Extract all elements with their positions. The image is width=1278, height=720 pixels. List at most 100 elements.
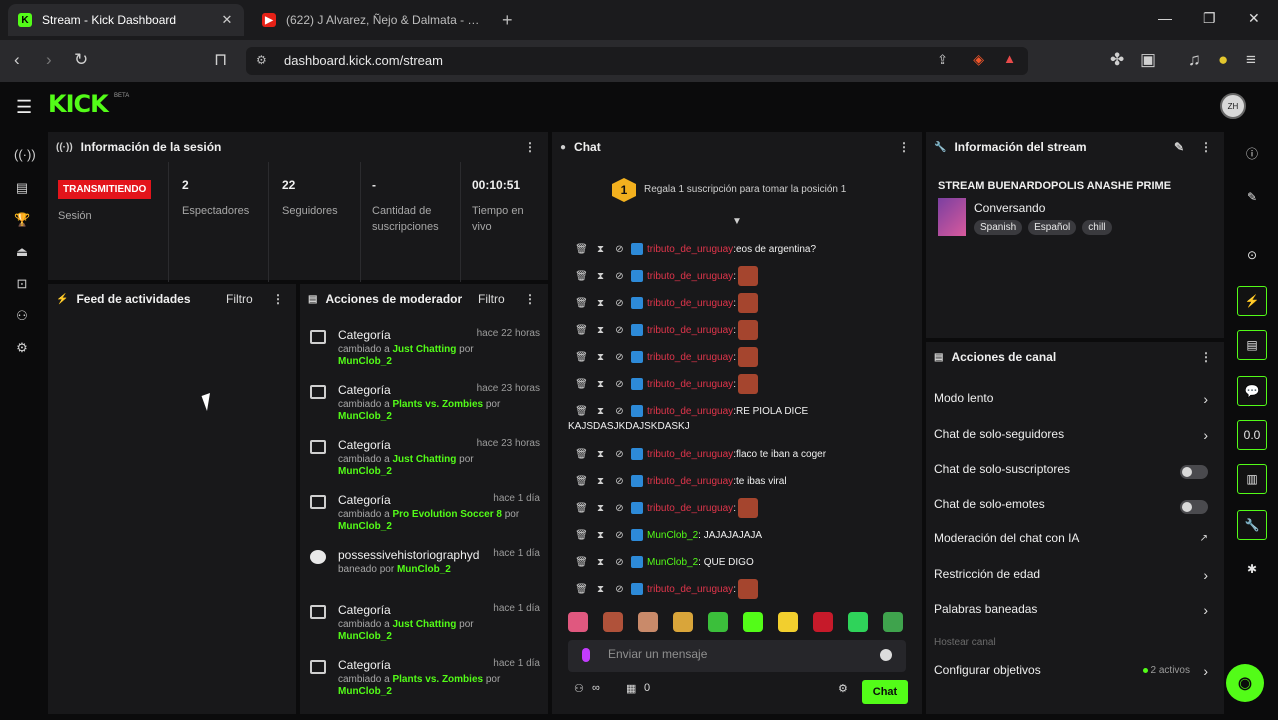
- ban-icon[interactable]: ⊘: [615, 405, 624, 417]
- ban-icon[interactable]: ⊘: [615, 583, 624, 595]
- channel-action-row[interactable]: Chat de solo-suscriptores: [934, 462, 1216, 482]
- chat-username[interactable]: tributo_de_uruguay: [647, 378, 734, 390]
- channel-action-row[interactable]: Chat de solo-seguidores ›: [934, 427, 1216, 447]
- ban-icon[interactable]: ⊘: [615, 529, 624, 541]
- rewards-icon[interactable]: ▲: [1003, 51, 1016, 66]
- pinned-toggle-icon[interactable]: ▼: [732, 216, 742, 227]
- emote[interactable]: [778, 612, 798, 632]
- wallet-icon[interactable]: ●: [1218, 50, 1229, 69]
- more-options-icon[interactable]: ⋮: [524, 140, 536, 154]
- site-info-icon[interactable]: ⚙: [256, 53, 267, 67]
- mod-action-user[interactable]: MunClob_2: [338, 631, 392, 642]
- chat-username[interactable]: tributo_de_uruguay: [647, 475, 734, 487]
- emote[interactable]: [708, 612, 728, 632]
- mod-action-user[interactable]: MunClob_2: [338, 411, 392, 422]
- info-icon[interactable]: ⓘ: [1245, 146, 1258, 161]
- emote[interactable]: [568, 612, 588, 632]
- delete-icon[interactable]: 🗑: [575, 529, 588, 541]
- emote[interactable]: [673, 612, 693, 632]
- brave-shield-icon[interactable]: ◈: [973, 51, 984, 67]
- community-nav-icon[interactable]: ⏏: [15, 244, 29, 259]
- more-options-icon[interactable]: ⋮: [1200, 350, 1212, 364]
- minimize-icon[interactable]: —: [1158, 10, 1172, 26]
- new-tab-icon[interactable]: +: [502, 10, 513, 30]
- delete-icon[interactable]: 🗑: [575, 583, 588, 595]
- timeout-icon[interactable]: ⧗: [596, 556, 605, 568]
- pencil-icon[interactable]: ✎: [1246, 190, 1258, 204]
- delete-icon[interactable]: 🗑: [575, 556, 588, 568]
- sidebar-icon[interactable]: ▣: [1140, 50, 1157, 69]
- timeout-icon[interactable]: ⧗: [596, 502, 605, 514]
- chat-username[interactable]: tributo_de_uruguay: [647, 448, 734, 460]
- delete-icon[interactable]: 🗑: [575, 270, 588, 282]
- timeout-icon[interactable]: ⧗: [596, 378, 605, 390]
- chat-username[interactable]: tributo_de_uruguay: [647, 583, 734, 595]
- ban-icon[interactable]: ⊘: [615, 324, 624, 336]
- chevron-right-icon[interactable]: ›: [1203, 602, 1208, 618]
- close-window-icon[interactable]: ✕: [1248, 10, 1260, 26]
- gift-icon[interactable]: ▦: [626, 683, 637, 695]
- emoji-picker-icon[interactable]: [880, 649, 892, 661]
- document-panel-icon[interactable]: ▤: [1237, 330, 1267, 360]
- chevron-right-icon[interactable]: ›: [1203, 391, 1208, 407]
- session-panel-icon[interactable]: 0.0: [1237, 420, 1267, 450]
- more-options-icon[interactable]: ⋮: [524, 292, 536, 306]
- users-icon[interactable]: ⚇: [574, 683, 584, 695]
- chevron-right-icon[interactable]: ›: [1203, 663, 1208, 679]
- mod-filter-button[interactable]: Filtro: [478, 292, 505, 306]
- mod-action-user[interactable]: MunClob_2: [338, 466, 392, 477]
- feed-filter-button[interactable]: Filtro: [226, 292, 253, 306]
- chevron-right-icon[interactable]: ›: [1203, 427, 1208, 443]
- external-link-icon[interactable]: ↗: [1199, 533, 1208, 544]
- timeout-icon[interactable]: ⧗: [596, 324, 605, 336]
- moderation-nav-icon[interactable]: ⊡: [16, 276, 28, 291]
- emote[interactable]: [813, 612, 833, 632]
- chat-username[interactable]: tributo_de_uruguay: [647, 243, 734, 255]
- chat-username[interactable]: MunClob_2: [647, 529, 699, 541]
- timeout-icon[interactable]: ⧗: [596, 351, 605, 363]
- tab-kick-dashboard[interactable]: K Stream - Kick Dashboard ✕: [8, 4, 244, 36]
- channel-action-row[interactable]: Configurar objetivos 2 activos ›: [934, 663, 1216, 683]
- emote[interactable]: [603, 612, 623, 632]
- ban-icon[interactable]: ⊘: [615, 448, 624, 460]
- timeout-icon[interactable]: ⧗: [596, 583, 605, 595]
- chat-username[interactable]: tributo_de_uruguay: [647, 351, 734, 363]
- emote[interactable]: [743, 612, 763, 632]
- delete-icon[interactable]: 🗑: [575, 378, 588, 390]
- emote[interactable]: [638, 612, 658, 632]
- ban-icon[interactable]: ⊘: [615, 243, 624, 255]
- detail-target[interactable]: Just Chatting: [392, 454, 457, 465]
- chat-username[interactable]: tributo_de_uruguay: [647, 502, 734, 514]
- detail-target[interactable]: Plants vs. Zombies: [392, 399, 484, 410]
- media-icon[interactable]: ♫: [1188, 50, 1201, 69]
- channel-action-row[interactable]: Chat de solo-emotes: [934, 497, 1216, 517]
- chat-username[interactable]: tributo_de_uruguay: [647, 297, 734, 309]
- mod-action-user[interactable]: MunClob_2: [338, 686, 392, 697]
- edit-icon[interactable]: ✎: [1173, 140, 1184, 154]
- delete-icon[interactable]: 🗑: [575, 448, 588, 460]
- back-icon[interactable]: ‹: [14, 50, 20, 69]
- bookmark-icon[interactable]: ⊓: [214, 50, 228, 69]
- chat-username[interactable]: tributo_de_uruguay: [647, 270, 734, 282]
- trophy-nav-icon[interactable]: 🏆: [14, 212, 31, 227]
- channel-action-row[interactable]: Palabras baneadas ›: [934, 602, 1216, 622]
- delete-icon[interactable]: 🗑: [575, 475, 588, 487]
- avatar[interactable]: ZH: [1220, 93, 1246, 119]
- detail-target[interactable]: MunClob_2: [396, 564, 451, 575]
- ban-icon[interactable]: ⊘: [615, 502, 624, 514]
- delete-icon[interactable]: 🗑: [575, 324, 588, 336]
- more-options-icon[interactable]: ⋮: [1200, 140, 1212, 154]
- ban-icon[interactable]: ⊘: [615, 378, 624, 390]
- ban-icon[interactable]: ⊘: [615, 297, 624, 309]
- ban-icon[interactable]: ⊘: [615, 270, 624, 282]
- mod-action-user[interactable]: MunClob_2: [338, 521, 392, 532]
- toggle-switch[interactable]: [1180, 465, 1208, 479]
- delete-icon[interactable]: 🗑: [575, 405, 588, 417]
- timeout-icon[interactable]: ⧗: [596, 297, 605, 309]
- chat-username[interactable]: tributo_de_uruguay: [647, 405, 734, 417]
- content-nav-icon[interactable]: ▤: [15, 180, 29, 195]
- menu-icon[interactable]: ☰: [16, 97, 33, 117]
- channel-action-row[interactable]: Restricción de edad ›: [934, 567, 1216, 587]
- chat-username[interactable]: MunClob_2: [647, 556, 699, 568]
- detail-target[interactable]: Plants vs. Zombies: [392, 674, 484, 685]
